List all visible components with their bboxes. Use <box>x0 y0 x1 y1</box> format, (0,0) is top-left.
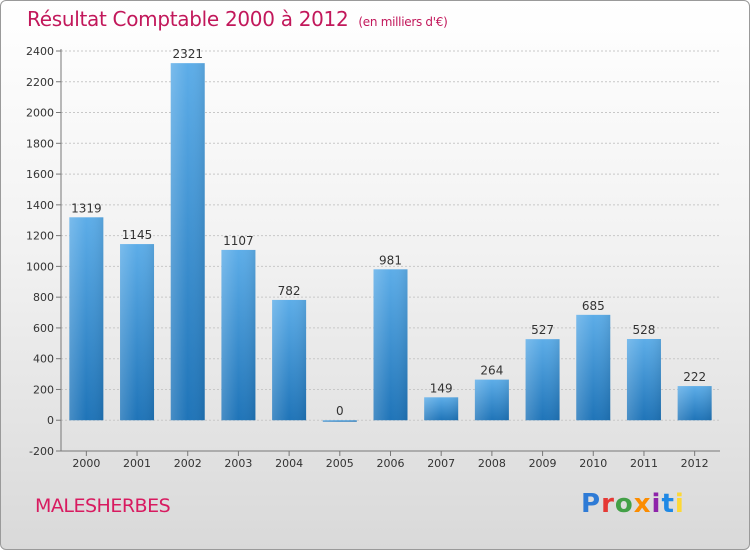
bar-shading-2011 <box>626 339 661 421</box>
x-tick-label: 2006 <box>377 457 405 470</box>
y-tick-label: 2200 <box>26 76 54 89</box>
commune-name: MALESHERBES <box>35 495 171 517</box>
x-tick-label: 2009 <box>529 457 557 470</box>
x-tick-label: 2007 <box>427 457 455 470</box>
x-tick-label: 2008 <box>478 457 506 470</box>
bar-value-label: 1145 <box>122 228 153 242</box>
logo-letter: t <box>661 489 675 519</box>
y-tick-label: 1000 <box>26 260 54 273</box>
x-tick-label: 2010 <box>579 457 607 470</box>
y-tick-label: 800 <box>33 291 54 304</box>
x-tick-label: 2003 <box>224 457 252 470</box>
bar-shading-2009 <box>525 339 560 421</box>
bar-value-label: 685 <box>582 299 605 313</box>
chart-title-text: Résultat Comptable 2000 à 2012 <box>27 7 349 31</box>
y-tick-label: 2400 <box>26 45 54 58</box>
bar-shading-2003 <box>221 249 256 421</box>
y-tick-label: 1200 <box>26 230 54 243</box>
bar-value-label: 527 <box>531 323 554 337</box>
bar-value-label: 1319 <box>71 201 102 215</box>
x-tick-label: 2000 <box>72 457 100 470</box>
bar-value-label: 2321 <box>172 47 203 61</box>
bar-shading-2012 <box>677 386 712 421</box>
bar-shading-2001 <box>120 244 155 421</box>
logo-letter: P <box>581 489 602 519</box>
logo-letter: i <box>651 489 662 519</box>
bar-value-label: 1107 <box>223 234 254 248</box>
x-tick-label: 2001 <box>123 457 151 470</box>
y-tick-label: 2000 <box>26 107 54 120</box>
y-tick-label: 1400 <box>26 199 54 212</box>
x-tick-label: 2004 <box>275 457 303 470</box>
bar-shading-2006 <box>373 269 408 421</box>
bar-value-label: 149 <box>430 381 453 395</box>
bar-shading-2010 <box>576 314 611 421</box>
bar-shading-2005 <box>322 420 357 422</box>
chart-subtitle: (en milliers d'€) <box>358 15 448 29</box>
x-tick-label: 2002 <box>174 457 202 470</box>
bar-value-label: 782 <box>278 284 301 298</box>
proxiti-logo: Proxiti <box>581 489 685 519</box>
y-tick-label: 1800 <box>26 137 54 150</box>
logo-letter: i <box>674 489 685 519</box>
bar-shading-2002 <box>170 63 205 421</box>
y-tick-label: 400 <box>33 353 54 366</box>
bar-value-label: 0 <box>336 404 344 418</box>
y-tick-label: 600 <box>33 322 54 335</box>
bar-shading-2008 <box>474 379 509 421</box>
bar-shading-2007 <box>424 397 459 421</box>
bar-value-label: 981 <box>379 253 402 267</box>
y-tick-label: -200 <box>29 445 54 458</box>
bar-value-label: 264 <box>480 364 503 378</box>
chart-title: Résultat Comptable 2000 à 2012 (en millie… <box>27 7 448 31</box>
bar-shading-2004 <box>272 299 307 421</box>
logo-letter: o <box>614 489 634 519</box>
x-tick-label: 2012 <box>681 457 709 470</box>
x-tick-label: 2011 <box>630 457 658 470</box>
bar-value-label: 222 <box>683 370 706 384</box>
y-tick-label: 1600 <box>26 168 54 181</box>
y-tick-label: 200 <box>33 383 54 396</box>
logo-letter: x <box>633 489 652 519</box>
logo-letter: r <box>601 489 615 519</box>
bar-shading-2000 <box>69 217 104 421</box>
y-tick-label: 0 <box>47 414 54 427</box>
bar-value-label: 528 <box>633 323 656 337</box>
x-tick-label: 2005 <box>326 457 354 470</box>
